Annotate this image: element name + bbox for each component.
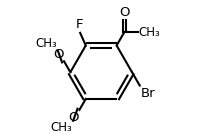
Text: F: F (76, 18, 83, 31)
Text: O: O (119, 6, 130, 19)
Text: CH₃: CH₃ (138, 26, 160, 39)
Text: CH₃: CH₃ (51, 122, 72, 135)
Text: O: O (68, 111, 79, 124)
Text: CH₃: CH₃ (35, 37, 57, 50)
Text: O: O (53, 48, 63, 61)
Text: Br: Br (141, 87, 155, 100)
